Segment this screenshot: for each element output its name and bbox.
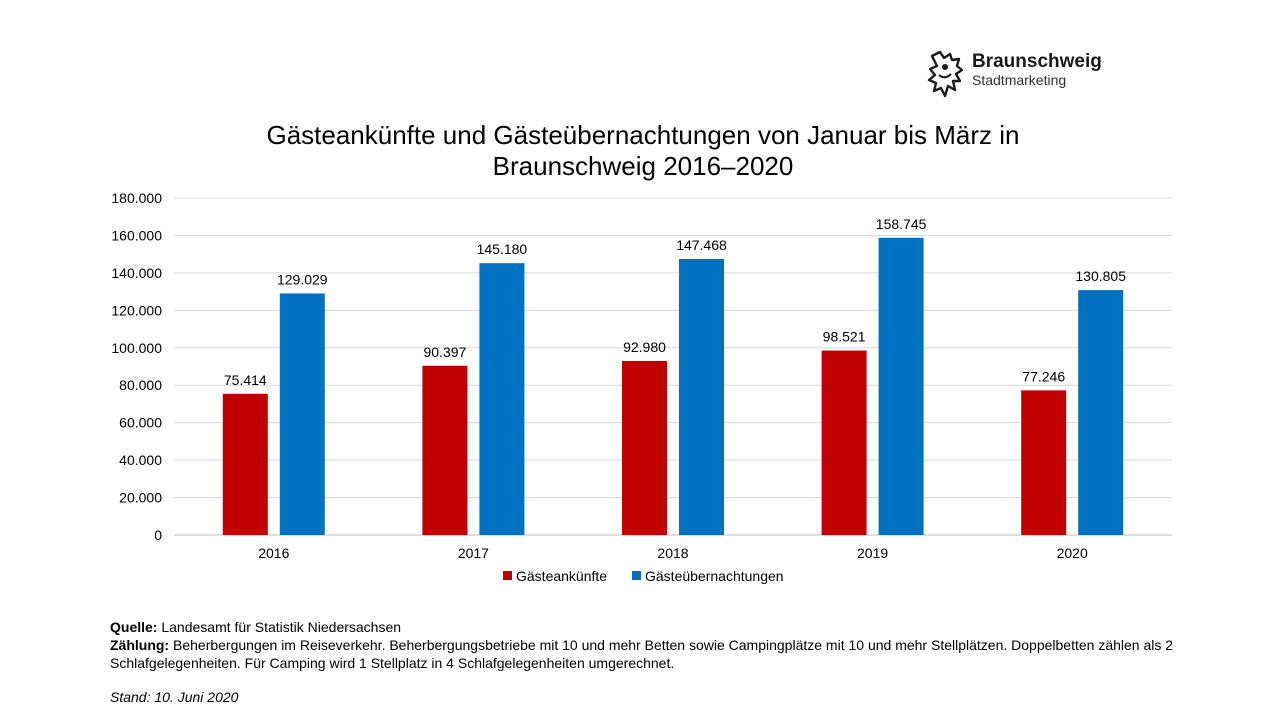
brand-subtitle: Stadtmarketing [972, 72, 1067, 88]
stand-date: Stand: 10. Juni 2020 [110, 689, 239, 705]
lion-emblem-icon [927, 50, 964, 98]
count-note: Zählung: Beherbergungen im Reiseverkehr.… [110, 636, 1220, 672]
data-label: 129.029 [277, 271, 328, 287]
bar-overnights [1078, 290, 1124, 535]
y-tick-label: 0 [154, 527, 162, 543]
bar-overnights [679, 258, 724, 535]
data-label: 98.521 [823, 329, 866, 345]
legend-label: Gästeankünfte [516, 568, 607, 584]
y-tick-label: 100.000 [111, 340, 162, 356]
x-tick-label: 2017 [458, 545, 489, 561]
x-tick-label: 2019 [857, 545, 888, 561]
legend-swatch [503, 571, 512, 580]
bar-arrivals [222, 393, 268, 535]
x-tick-label: 2016 [258, 545, 289, 561]
bar-arrivals [422, 365, 468, 535]
chart-footer: Quelle: Landesamt für Statistik Niedersa… [110, 618, 1220, 672]
x-tick-label: 2018 [657, 545, 688, 561]
bar-overnights [878, 237, 924, 536]
y-tick-label: 80.000 [119, 377, 162, 393]
y-tick-label: 140.000 [111, 265, 162, 281]
brand-name: Braunschweig [972, 51, 1102, 72]
bar-chart: 0 20.000 40.000 60.000 80.000 100.000 120.000 1… [111, 190, 1172, 584]
chart-title-line-1: Gästeankünfte und Gästeübernachtungen vo… [266, 120, 1020, 150]
chart-title: Gästeankünfte und Gästeübernachtungen vo… [200, 120, 1086, 182]
data-label: 158.745 [876, 216, 927, 232]
data-label: 145.180 [477, 241, 528, 257]
x-tick-label: 2020 [1057, 545, 1088, 561]
y-tick-label: 40.000 [119, 452, 162, 468]
source-text: Landesamt für Statistik Niedersachsen [157, 619, 402, 635]
data-label: 90.397 [423, 344, 466, 360]
data-label: 130.805 [1075, 268, 1126, 284]
bar-overnights [279, 293, 325, 535]
bar-arrivals [821, 350, 867, 535]
brand-logo: Braunschweig Stadtmarketing [926, 50, 1116, 102]
count-label: Zählung: [110, 637, 170, 653]
count-text: Beherbergungen im Reiseverkehr. Beherber… [110, 637, 1174, 671]
data-label: 147.468 [676, 237, 727, 253]
chart-title-line-2: Braunschweig 2016–2020 [492, 151, 794, 181]
bar-arrivals [622, 360, 667, 535]
source-note: Quelle: Landesamt für Statistik Niedersa… [110, 618, 1220, 636]
y-tick-label: 180.000 [111, 190, 162, 206]
data-label: 92.980 [623, 339, 666, 355]
bar-overnights [479, 263, 525, 535]
y-tick-label: 20.000 [119, 490, 162, 506]
legend-label: Gästeübernachtungen [645, 568, 784, 584]
y-tick-label: 120.000 [111, 302, 162, 318]
source-label: Quelle: [110, 619, 158, 635]
data-label: 75.414 [224, 372, 267, 388]
legend-swatch [632, 571, 641, 580]
y-tick-label: 60.000 [119, 415, 162, 431]
data-label: 77.246 [1022, 368, 1065, 384]
y-tick-label: 160.000 [111, 227, 162, 243]
bar-arrivals [1021, 390, 1067, 535]
